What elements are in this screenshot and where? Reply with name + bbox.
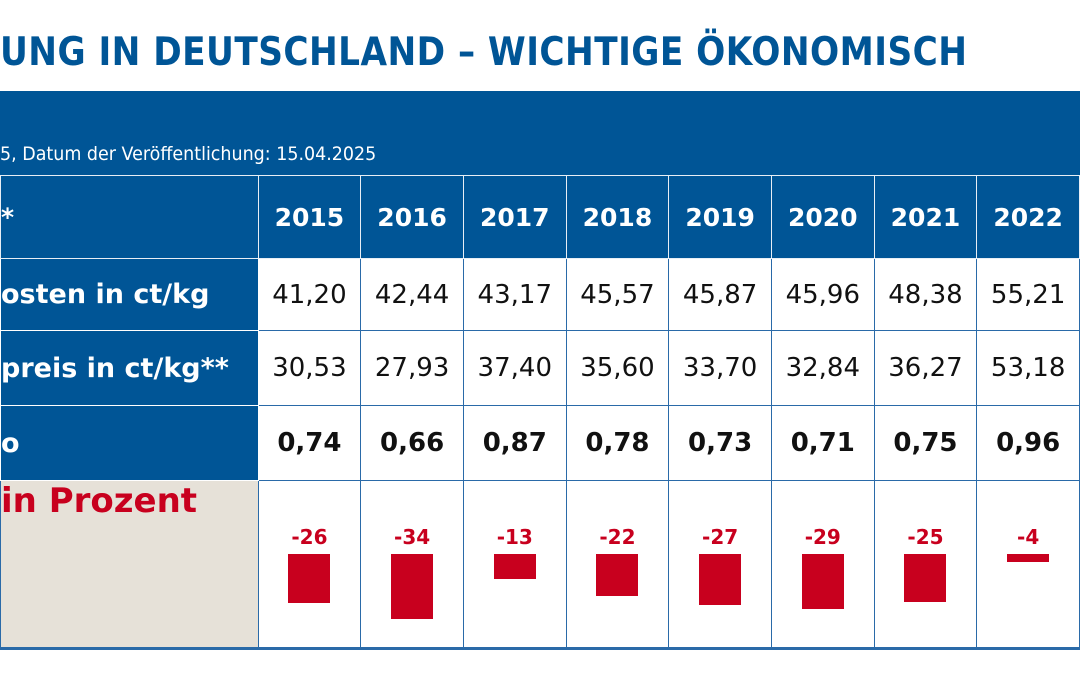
table-cell: 0,87 bbox=[462, 405, 567, 481]
table-cell: 45,87 bbox=[668, 258, 772, 331]
table-cell: 45,57 bbox=[565, 258, 670, 331]
bar-data-label: -34 bbox=[394, 525, 431, 549]
bar-cell: -26 bbox=[257, 480, 362, 650]
table-row: o 0,74 0,66 0,87 0,78 0,73 0,71 0,75 0,96 bbox=[0, 405, 1080, 481]
bar-data-label: -26 bbox=[291, 525, 328, 549]
table-cell: 42,44 bbox=[360, 258, 464, 331]
page-title: UNG IN DEUTSCHLAND – WICHTIGE ÖKONOMISCH bbox=[0, 30, 968, 75]
bar-data-label: -25 bbox=[907, 525, 944, 549]
year-header: 2022 bbox=[976, 175, 1080, 259]
bar-row: in Prozent -26 -34 -13 -22 -27 -29 -25 -4 bbox=[0, 480, 1080, 650]
row-label: o bbox=[0, 405, 259, 481]
table-cell: 43,17 bbox=[462, 258, 567, 331]
table-cell: 45,96 bbox=[770, 258, 875, 331]
table-cell: 55,21 bbox=[976, 258, 1080, 331]
bar-data-label: -13 bbox=[496, 525, 533, 549]
table-cell: 0,66 bbox=[360, 405, 464, 481]
bar-cell: -27 bbox=[668, 480, 772, 650]
row-label: in Prozent bbox=[0, 480, 259, 650]
bar-cell: -34 bbox=[360, 480, 464, 650]
table-cell: 0,78 bbox=[565, 405, 670, 481]
year-header: 2019 bbox=[668, 175, 772, 259]
bar-data-label: -29 bbox=[804, 525, 841, 549]
year-header: 2016 bbox=[360, 175, 464, 259]
table-cell: 53,18 bbox=[976, 330, 1080, 406]
table-cell: 41,20 bbox=[257, 258, 362, 331]
header-band bbox=[0, 91, 1080, 175]
bar-data-label: -27 bbox=[702, 525, 739, 549]
table-cell: 0,74 bbox=[257, 405, 362, 481]
year-header: 2015 bbox=[257, 175, 362, 259]
bar-data-label: -22 bbox=[599, 525, 636, 549]
bar-cell: -22 bbox=[565, 480, 670, 650]
bar bbox=[493, 554, 536, 579]
data-table: * 2015 2016 2017 2018 2019 2020 2021 2022 osten… bbox=[0, 175, 1080, 650]
bar-data-label: -4 bbox=[1017, 525, 1040, 549]
table-cell: 30,53 bbox=[257, 330, 362, 406]
header-label: * bbox=[0, 175, 259, 259]
table-cell: 27,93 bbox=[360, 330, 464, 406]
subtitle: 5, Datum der Veröffentlichung: 15.04.202… bbox=[0, 143, 377, 165]
table-cell: 48,38 bbox=[873, 258, 978, 331]
table-row: osten in ct/kg 41,20 42,44 43,17 45,57 45,87 4… bbox=[0, 258, 1080, 331]
year-header: 2020 bbox=[770, 175, 875, 259]
bar-cell: -25 bbox=[873, 480, 978, 650]
year-header: 2017 bbox=[462, 175, 567, 259]
table-row: preis in ct/kg** 30,53 27,93 37,40 35,60 33,7… bbox=[0, 330, 1080, 406]
table-cell: 32,84 bbox=[770, 330, 875, 406]
bar bbox=[391, 554, 434, 619]
table-cell: 0,71 bbox=[770, 405, 875, 481]
table-cell: 35,60 bbox=[565, 330, 670, 406]
bar-cell: -29 bbox=[770, 480, 875, 650]
table-cell: 37,40 bbox=[462, 330, 567, 406]
bar-cell: -13 bbox=[462, 480, 567, 650]
header-row: * 2015 2016 2017 2018 2019 2020 2021 2022 bbox=[0, 175, 1080, 259]
bar bbox=[904, 554, 947, 602]
bar bbox=[1007, 554, 1050, 562]
bar bbox=[801, 554, 844, 610]
bar bbox=[596, 554, 639, 596]
row-label: preis in ct/kg** bbox=[0, 330, 259, 406]
table-cell: 0,96 bbox=[976, 405, 1080, 481]
table-cell: 33,70 bbox=[668, 330, 772, 406]
table-cell: 36,27 bbox=[873, 330, 978, 406]
row-label: osten in ct/kg bbox=[0, 258, 259, 331]
year-header: 2018 bbox=[565, 175, 670, 259]
bar bbox=[699, 554, 742, 606]
bar-cell: -4 bbox=[976, 480, 1080, 650]
year-header: 2021 bbox=[873, 175, 978, 259]
table-cell: 0,75 bbox=[873, 405, 978, 481]
table-cell: 0,73 bbox=[668, 405, 772, 481]
bar bbox=[288, 554, 331, 604]
